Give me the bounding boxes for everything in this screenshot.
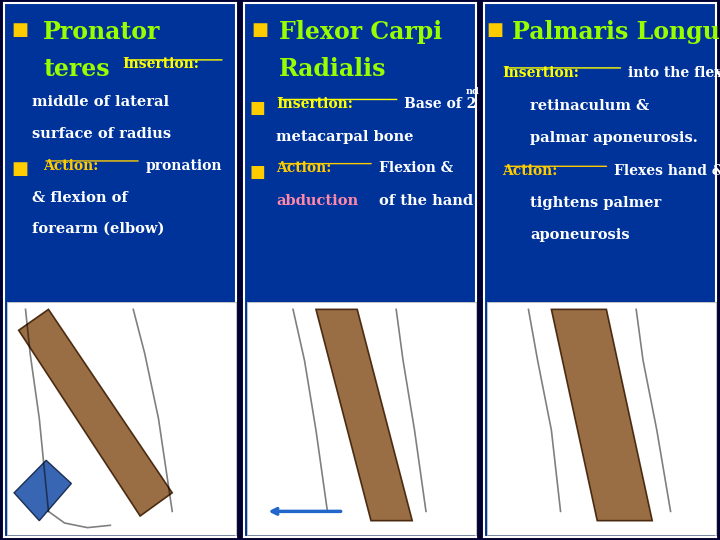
Text: Flexion &: Flexion & [379,161,453,176]
Polygon shape [316,309,413,521]
Text: ■: ■ [487,22,504,39]
Text: teres: teres [43,57,110,81]
Text: Radialis: Radialis [279,57,386,81]
Text: forearm (elbow): forearm (elbow) [32,222,164,236]
Polygon shape [19,309,172,516]
Text: surface of radius: surface of radius [32,127,171,141]
Text: ■: ■ [250,99,266,117]
Text: Action:: Action: [503,164,557,178]
Text: & flexion of: & flexion of [32,191,127,205]
Text: of the hand: of the hand [379,193,473,207]
Text: Insertion:: Insertion: [276,97,353,111]
Text: Insertion:: Insertion: [503,66,579,80]
Text: Flexor Carpi: Flexor Carpi [279,20,442,44]
Text: abduction: abduction [276,193,359,207]
Text: Palmaris Longus: Palmaris Longus [511,20,720,44]
Text: aponeurosis: aponeurosis [530,228,630,242]
Text: ■: ■ [12,160,28,178]
Text: palmar aponeurosis.: palmar aponeurosis. [530,131,698,145]
Text: into the flexor: into the flexor [628,66,720,80]
Text: nd: nd [466,86,480,96]
Text: metacarpal bone: metacarpal bone [276,130,414,144]
Text: Base of 2: Base of 2 [404,97,477,111]
Text: Insertion:: Insertion: [122,57,199,71]
Text: Action:: Action: [43,159,99,173]
Text: middle of lateral: middle of lateral [32,94,168,109]
Text: Pronator: Pronator [43,20,161,44]
Text: Action:: Action: [276,161,332,176]
Text: Flexes hand &: Flexes hand & [614,164,720,178]
Text: ■: ■ [251,22,269,39]
Text: retinaculum &: retinaculum & [530,99,649,113]
Polygon shape [552,309,652,521]
Polygon shape [14,460,71,521]
Text: tightens palmer: tightens palmer [530,196,662,210]
Text: pronation: pronation [145,159,222,173]
Text: ■: ■ [12,22,28,39]
Text: ■: ■ [250,163,266,181]
